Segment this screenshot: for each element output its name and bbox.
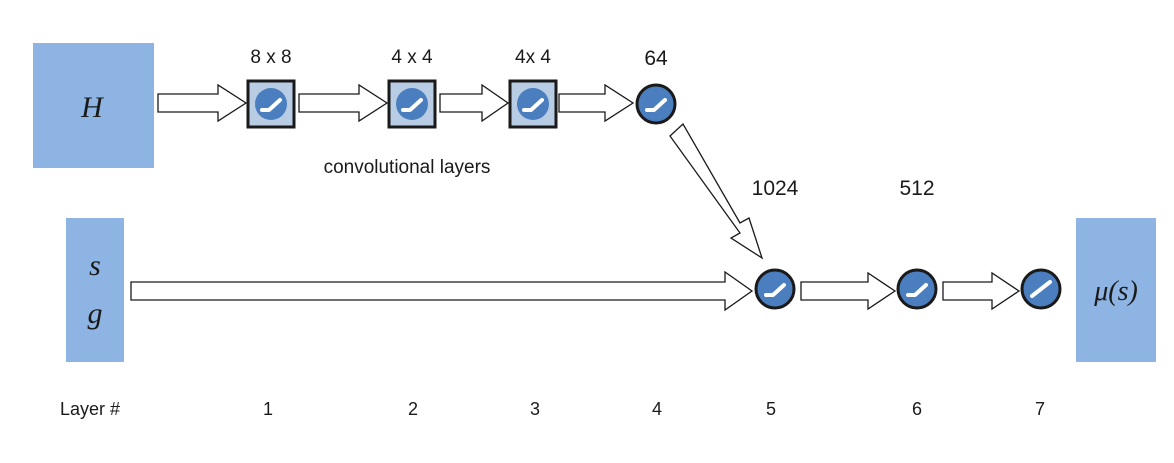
layer-7-node	[1020, 268, 1062, 310]
layer6-size-label: 512	[899, 177, 934, 200]
input-g-label: g	[88, 297, 103, 330]
layer-4-node	[635, 83, 677, 125]
input-h-block	[33, 43, 154, 168]
arrow-layer3-to-layer4	[558, 83, 635, 123]
conv2-size-label: 4 x 4	[391, 47, 433, 68]
arrow-layer2-to-layer3	[439, 83, 510, 123]
arrow-sg-to-layer5	[130, 270, 754, 312]
conv-layer-1	[246, 79, 296, 129]
layer-number-6: 6	[912, 399, 922, 419]
output-label: μ(s)	[1093, 276, 1138, 307]
arrow-h-to-layer1	[157, 83, 248, 123]
layer-number-1: 1	[263, 399, 273, 419]
layer-number-2: 2	[408, 399, 418, 419]
conv-layer-2	[387, 79, 437, 129]
layer-number-5: 5	[766, 399, 776, 419]
conv1-size-label: 8 x 8	[250, 47, 291, 68]
conv-layers-caption: convolutional layers	[324, 157, 491, 178]
conv-layer-3	[508, 79, 558, 129]
arrow-layer6-to-layer7	[942, 271, 1021, 311]
layer5-size-label: 1024	[752, 177, 799, 200]
layer-number-3: 3	[530, 399, 540, 419]
arrow-layer1-to-layer2	[298, 83, 389, 123]
layer-row-label: Layer #	[60, 399, 120, 419]
input-s-label: s	[89, 249, 101, 282]
arrow-layer4-to-layer5	[669, 122, 764, 260]
conv3-size-label: 4x 4	[515, 47, 551, 68]
input-sg-block	[66, 218, 124, 362]
arrow-layer5-to-layer6	[800, 271, 897, 311]
layer-6-node	[896, 268, 938, 310]
output-block	[1076, 218, 1156, 362]
layer-5-node	[754, 268, 796, 310]
layer4-size-label: 64	[644, 47, 668, 70]
layer-number-7: 7	[1035, 399, 1045, 419]
layer-number-4: 4	[652, 399, 662, 419]
input-h-label: H	[80, 91, 105, 124]
